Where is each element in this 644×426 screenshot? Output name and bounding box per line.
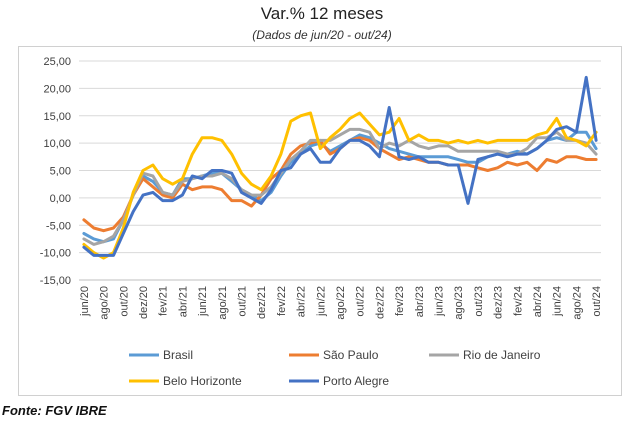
x-tick-label: abr/21 bbox=[177, 286, 189, 317]
legend-label: São Paulo bbox=[323, 348, 379, 362]
x-tick-label: ago/24 bbox=[571, 286, 583, 320]
x-tick-label: jun/24 bbox=[552, 286, 564, 317]
x-tick-label: abr/22 bbox=[296, 286, 308, 317]
y-tick-label: 5,00 bbox=[50, 166, 71, 178]
y-tick-label: 20,00 bbox=[43, 83, 71, 95]
series-line-belo-horizonte bbox=[82, 111, 598, 260]
line-chart: -15,00 -10,00 -5,00 0,00 5,00 10,00 15,00 20,00… bbox=[40, 56, 603, 388]
x-tick-label: ago/23 bbox=[453, 286, 465, 320]
x-tick-label: jun/22 bbox=[315, 286, 327, 317]
x-tick-label: fev/24 bbox=[512, 286, 524, 316]
chart-title: Var.% 12 meses bbox=[260, 4, 384, 23]
x-tick-label: out/21 bbox=[237, 286, 249, 317]
y-tick-label: -15,00 bbox=[40, 275, 71, 287]
series-line-rio-de-janeiro bbox=[82, 127, 598, 246]
y-tick-label: 15,00 bbox=[43, 111, 71, 123]
x-tick-label: abr/23 bbox=[414, 286, 426, 317]
x-tick-label: dez/22 bbox=[374, 286, 386, 319]
x-tick-label: jun/21 bbox=[197, 286, 209, 317]
x-tick-label: ago/20 bbox=[99, 286, 111, 320]
legend-label: Belo Horizonte bbox=[163, 374, 242, 388]
y-tick-label: -10,00 bbox=[40, 248, 71, 260]
x-tick-label: ago/21 bbox=[217, 286, 229, 320]
legend-label: Rio de Janeiro bbox=[463, 348, 541, 362]
x-tick-label: out/23 bbox=[473, 286, 485, 317]
x-tick-label: dez/20 bbox=[138, 286, 150, 319]
y-tick-label: -5,00 bbox=[46, 220, 71, 232]
x-tick-label: dez/23 bbox=[493, 286, 505, 319]
x-tick-label: fev/22 bbox=[276, 286, 288, 316]
x-tick-label: jun/23 bbox=[433, 286, 445, 317]
x-tick-label: ago/22 bbox=[335, 286, 347, 320]
x-tick-label: fev/23 bbox=[394, 286, 406, 316]
series-line-porto-alegre bbox=[82, 75, 598, 257]
source-note: Fonte: FGV IBRE bbox=[2, 403, 107, 418]
chart-subtitle: (Dados de jun/20 - out/24) bbox=[252, 28, 392, 42]
x-tick-label: jun/20 bbox=[79, 286, 91, 317]
x-tick-label: dez/21 bbox=[256, 286, 268, 319]
x-tick-label: fev/21 bbox=[158, 286, 170, 316]
y-tick-label: 0,00 bbox=[50, 193, 71, 205]
x-tick-label: out/20 bbox=[118, 286, 130, 317]
x-tick-label: abr/24 bbox=[532, 286, 544, 317]
legend-label: Porto Alegre bbox=[323, 374, 389, 388]
y-tick-label: 10,00 bbox=[43, 138, 71, 150]
x-tick-label: out/24 bbox=[591, 286, 603, 317]
y-tick-label: 25,00 bbox=[43, 56, 71, 68]
x-tick-label: out/22 bbox=[355, 286, 367, 317]
legend-label: Brasil bbox=[163, 348, 193, 362]
chart-area: -15,00 -10,00 -5,00 0,00 5,00 10,00 15,00 20,00… bbox=[18, 46, 622, 396]
